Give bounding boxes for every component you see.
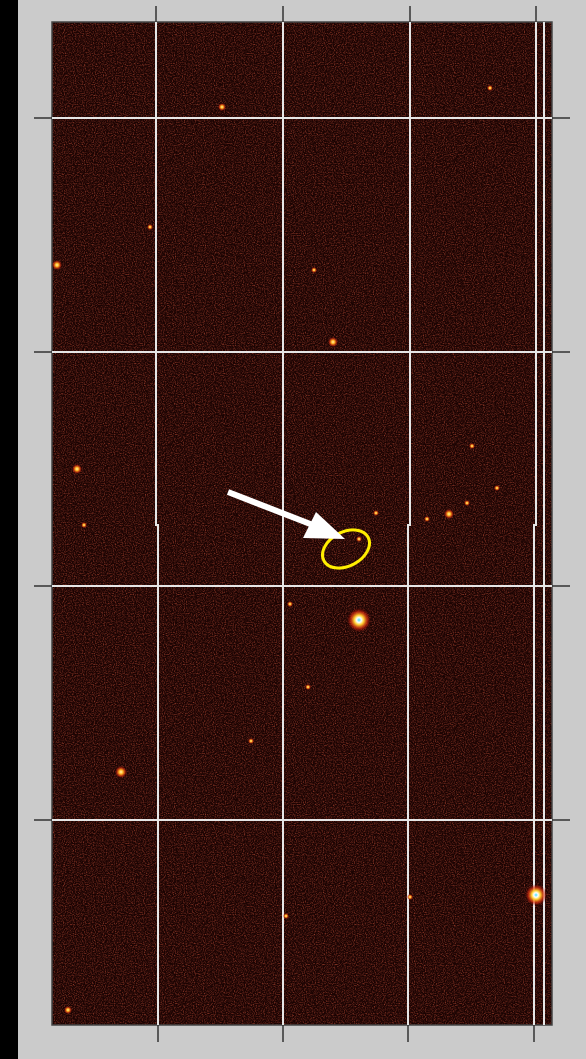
star (81, 522, 87, 528)
star (147, 224, 153, 230)
star (464, 500, 470, 506)
star (248, 738, 254, 744)
star (444, 509, 454, 519)
sky-image-view (0, 0, 586, 1059)
bright-star (347, 608, 371, 632)
star (424, 516, 430, 522)
star (469, 443, 475, 449)
page: (() => { const data = JSON.parse(documen… (0, 0, 586, 1059)
star (328, 337, 338, 347)
star (283, 913, 289, 919)
star (305, 684, 311, 690)
star (487, 85, 493, 91)
star (64, 1006, 72, 1014)
star (311, 267, 317, 273)
bright-star (525, 884, 547, 906)
star (373, 510, 379, 516)
left-border (0, 0, 18, 1059)
star (115, 766, 127, 778)
star (218, 103, 226, 111)
star (72, 464, 82, 474)
star (52, 260, 62, 270)
star (287, 601, 293, 607)
star (356, 536, 362, 542)
star (407, 894, 413, 900)
star (494, 485, 500, 491)
